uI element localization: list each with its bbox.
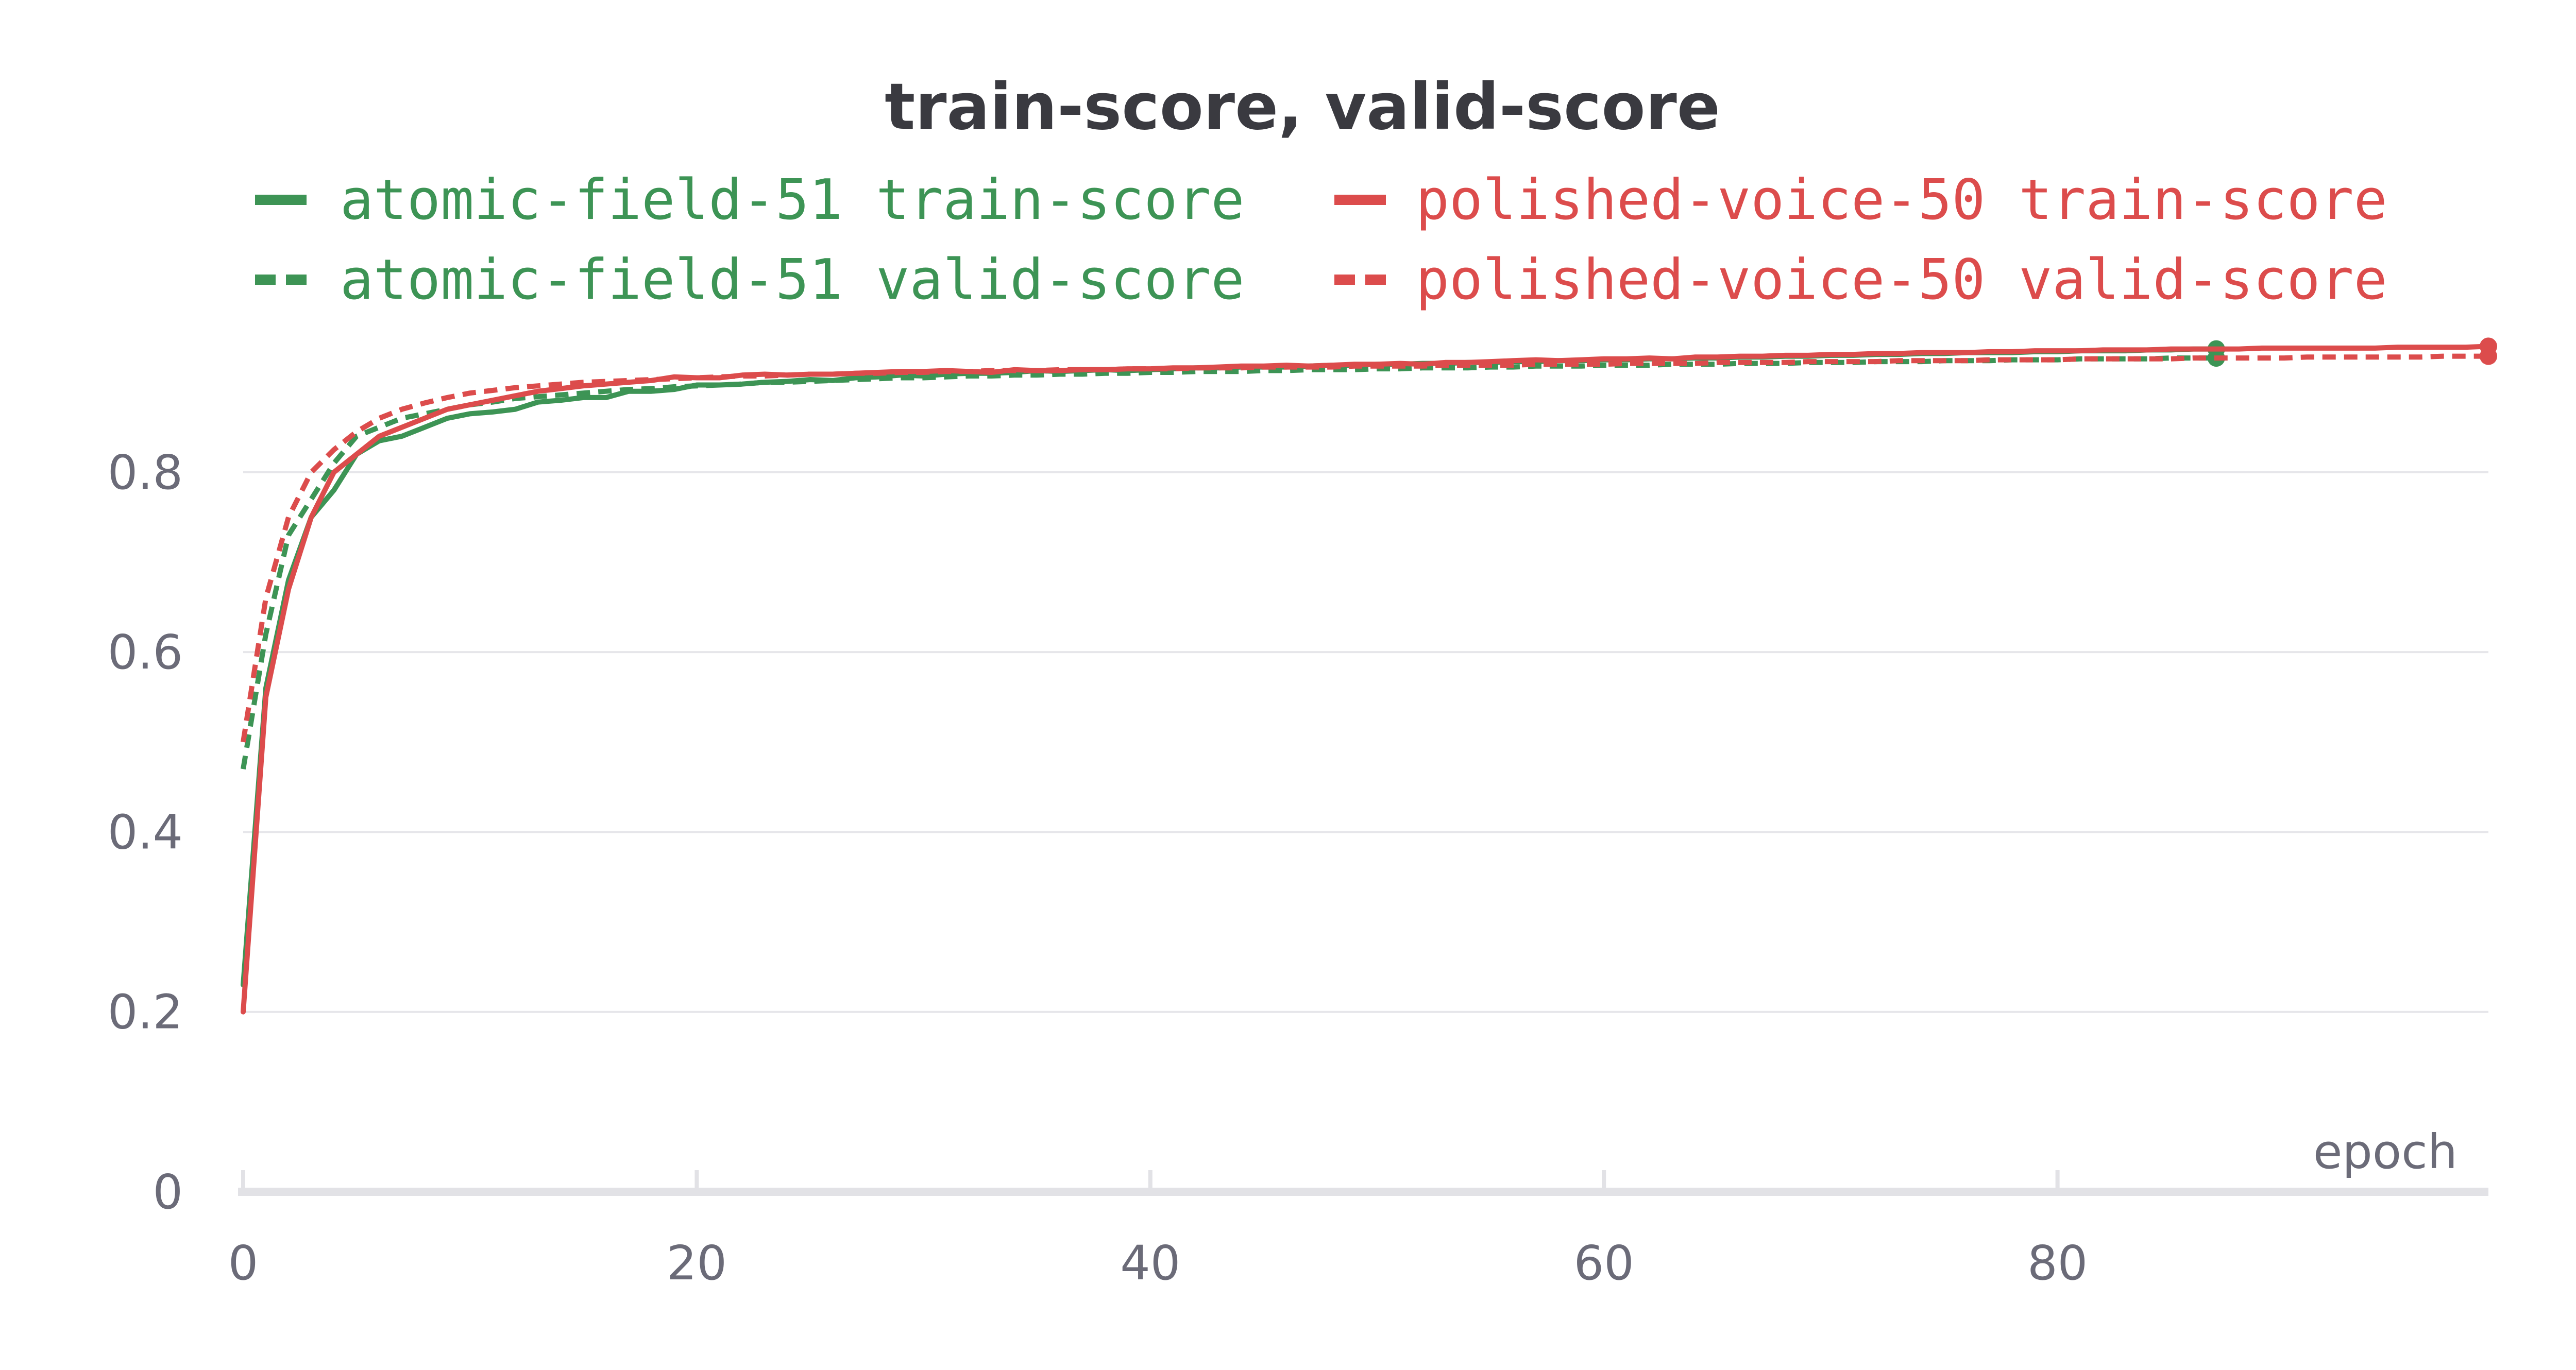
x-axis-label: epoch [2313, 1124, 2458, 1179]
chart-title: train-score, valid-score [885, 70, 1720, 144]
y-tick-label: 0.4 [108, 804, 183, 860]
series-line-2 [241, 355, 2216, 770]
grid [243, 471, 2488, 1013]
legend-label-2: atomic-field-51 valid-score [340, 248, 1245, 312]
x-axis: 0 20 40 60 80 [228, 1170, 2488, 1291]
legend-label-1: atomic-field-51 train-score [340, 168, 1245, 232]
legend-label-3: polished-voice-50 train-score [1416, 168, 2387, 232]
legend-label-4: polished-voice-50 valid-score [1416, 248, 2387, 312]
y-tick-label: 0.8 [108, 445, 183, 500]
y-axis: 0 0.2 0.4 0.6 0.8 [108, 445, 183, 1220]
x-tick-label: 60 [1574, 1236, 1634, 1291]
y-tick-label: 0.6 [108, 625, 183, 680]
x-tick-label: 0 [228, 1236, 259, 1291]
y-tick-label: 0.2 [108, 985, 183, 1040]
x-tick-label: 20 [667, 1236, 727, 1291]
x-tick-label: 40 [1120, 1236, 1180, 1291]
legend: atomic-field-51 train-score atomic-field-… [255, 168, 2387, 312]
series-end-point-4 [2480, 347, 2497, 365]
x-tick-label: 80 [2027, 1236, 2088, 1291]
series-layer [241, 337, 2497, 1015]
y-tick-label: 0 [152, 1164, 183, 1220]
series-line-4 [241, 353, 2488, 743]
